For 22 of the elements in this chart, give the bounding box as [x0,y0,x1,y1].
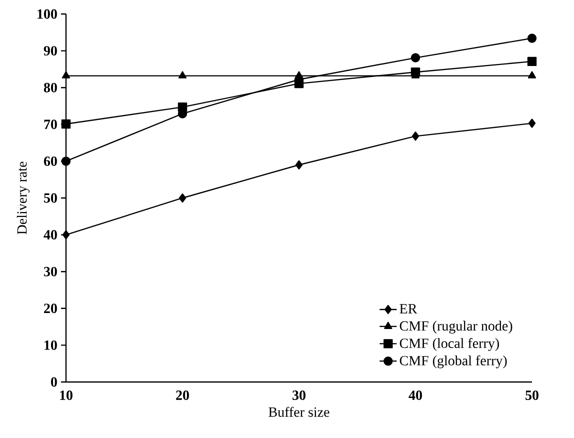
x-tick-label: 10 [60,390,72,400]
y-tick-label: 60 [44,156,57,166]
y-tick-label: 30 [44,266,57,276]
y-tick-label: 0 [51,377,57,387]
x-tick-label: 50 [526,390,538,400]
legend-label: CMF (rugular node) [400,320,512,334]
y-tick-label: 10 [44,340,57,350]
legend-label: CMF (local ferry) [400,338,499,351]
y-tick-label: 20 [44,304,57,314]
x-axis-title: Buffer size [268,406,330,417]
y-tick-label: 80 [44,82,57,92]
x-tick-label: 30 [292,390,306,400]
legend-label: CMF (global ferry) [400,355,507,368]
y-tick-label: 100 [38,9,57,19]
y-tick-label: 90 [44,46,57,56]
legend-label: ER [400,304,418,314]
y-tick-label: 70 [44,120,57,130]
y-tick-label: 40 [44,230,57,240]
x-tick-label: 40 [408,390,422,400]
x-tick-label: 20 [176,390,189,400]
y-tick-label: 50 [44,193,57,203]
y-axis-title: Delivery rate [16,162,30,234]
